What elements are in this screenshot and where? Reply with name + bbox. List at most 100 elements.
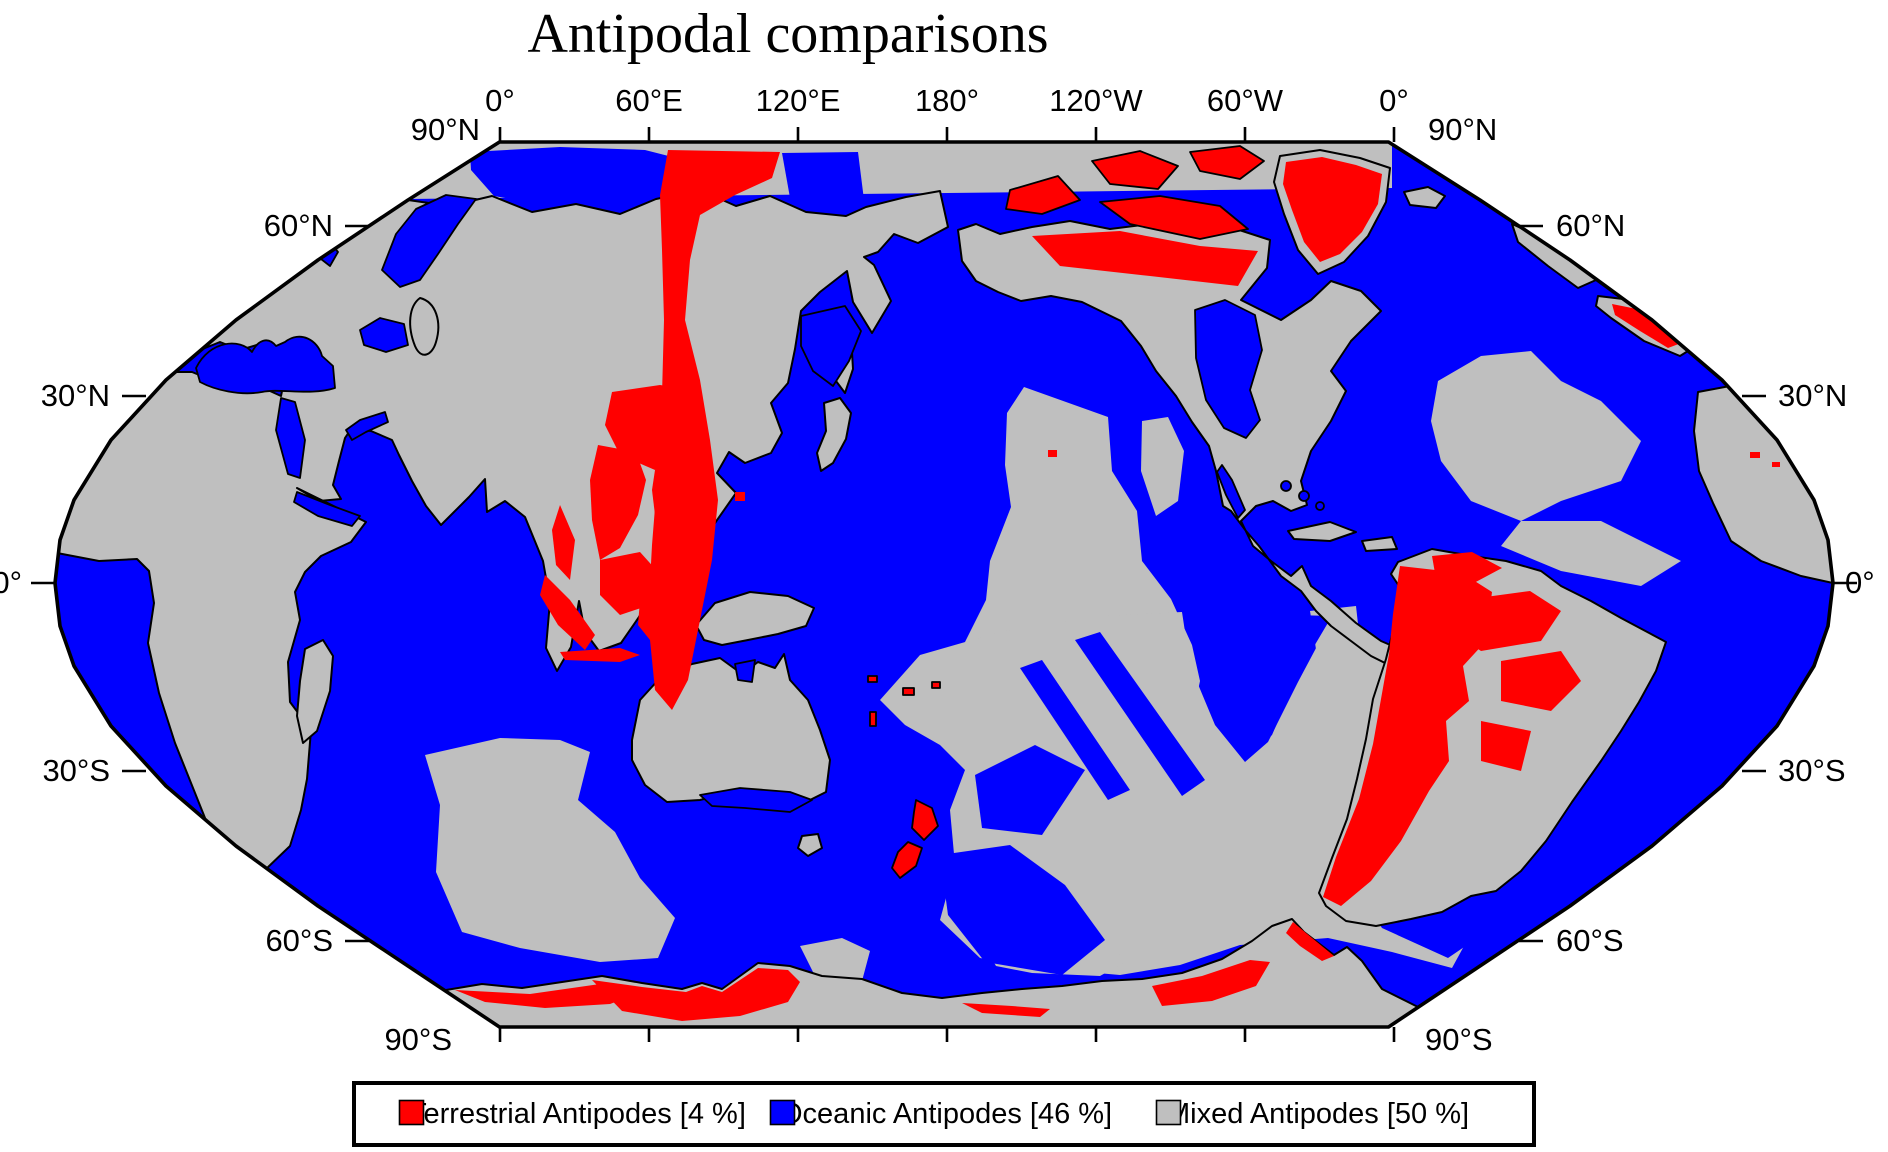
tasmania bbox=[797, 833, 823, 857]
legend-swatch-oceanic-icon bbox=[769, 1099, 796, 1126]
lat-label-left-90n: 90°N bbox=[410, 112, 480, 147]
lon-label-0b: 0° bbox=[1379, 83, 1409, 118]
lon-label-60e: 60°E bbox=[615, 83, 683, 118]
legend-item-oceanic: Oceanic Antipodes [46 %] bbox=[769, 1097, 1113, 1130]
red-fiji bbox=[902, 687, 915, 696]
lat-label-left-90s: 90°S bbox=[384, 1022, 452, 1057]
lat-label-left-0: 0° bbox=[0, 565, 22, 600]
gulf-of-carpentaria bbox=[734, 659, 756, 683]
gulf-of-california bbox=[1216, 464, 1246, 519]
legend-item-mixed: Mixed Antipodes [50 %] bbox=[1155, 1097, 1470, 1130]
black-sea bbox=[359, 317, 409, 353]
red-sea bbox=[275, 397, 306, 479]
red-andes bbox=[1323, 566, 1492, 906]
great-lake bbox=[1280, 480, 1292, 492]
red-indochina bbox=[590, 445, 646, 560]
great-lake bbox=[1315, 501, 1325, 511]
red-amazon bbox=[1481, 721, 1531, 771]
caspian-sea-outline bbox=[409, 297, 440, 356]
red-speck-africa bbox=[203, 870, 212, 876]
hispaniola bbox=[1361, 536, 1398, 552]
lat-label-right-30s: 30°S bbox=[1778, 753, 1846, 788]
legend-label-terrestrial: Terrestrial Antipodes [4 %] bbox=[409, 1097, 746, 1130]
lat-label-right-60n: 60°N bbox=[1556, 208, 1626, 243]
lon-label-120w: 120°W bbox=[1049, 83, 1143, 118]
red-philippines bbox=[652, 462, 692, 535]
map-frame bbox=[53, 140, 1835, 1029]
lat-label-right-0: 0° bbox=[1845, 565, 1875, 600]
lat-label-right-30n: 30°N bbox=[1778, 378, 1848, 413]
japan bbox=[816, 397, 852, 472]
mixed-swatch bbox=[1155, 1099, 1182, 1126]
red-antarctic-peninsula bbox=[1286, 922, 1334, 961]
red-east-china bbox=[605, 385, 700, 470]
iceland bbox=[1403, 186, 1446, 209]
red-north-america-arctic bbox=[1032, 231, 1258, 286]
red-amazon bbox=[1451, 591, 1561, 651]
mediterranean-sea bbox=[195, 335, 336, 395]
red-hawaii bbox=[1048, 450, 1057, 457]
legend-swatch-terrestrial-icon bbox=[398, 1099, 425, 1126]
red-antarctica bbox=[1152, 960, 1270, 1006]
red-new-caledonia bbox=[869, 711, 877, 727]
lat-label-right-60s: 60°S bbox=[1556, 923, 1624, 958]
tick-marks bbox=[31, 127, 1857, 1042]
red-speck-wafrica bbox=[1750, 452, 1760, 458]
legend-label-mixed: Mixed Antipodes [50 %] bbox=[1166, 1097, 1470, 1130]
persian-gulf bbox=[345, 411, 389, 441]
lat-label-left-60s: 60°S bbox=[265, 923, 333, 958]
red-nw-iberia bbox=[1612, 304, 1684, 348]
red-antarctica bbox=[962, 1003, 1050, 1017]
legend-item-terrestrial: Terrestrial Antipodes [4 %] bbox=[398, 1097, 746, 1130]
lat-label-right-90s: 90°S bbox=[1425, 1022, 1493, 1057]
red-amazon bbox=[1501, 651, 1581, 711]
red-speck-wafrica bbox=[1772, 462, 1780, 467]
red-venezuela bbox=[1432, 552, 1502, 584]
red-new-zealand-south bbox=[891, 841, 923, 879]
cuba bbox=[1287, 521, 1357, 542]
lon-label-180: 180° bbox=[914, 83, 980, 118]
lat-label-right-90n: 90°N bbox=[1428, 112, 1498, 147]
legend bbox=[352, 1081, 1536, 1147]
red-greenland bbox=[1283, 157, 1382, 262]
oceanic-swatch bbox=[769, 1099, 796, 1126]
norwegian-sea bbox=[381, 194, 477, 288]
legend-swatch-mixed-icon bbox=[1155, 1099, 1182, 1126]
north-america bbox=[957, 220, 1403, 667]
red-antarctica bbox=[455, 984, 648, 1008]
red-new-zealand-north bbox=[911, 799, 939, 841]
figure-title: Antipodal comparisons bbox=[527, 3, 1049, 65]
red-antarctica bbox=[592, 968, 800, 1021]
red-vanuatu bbox=[867, 675, 878, 683]
red-java bbox=[560, 648, 640, 662]
sea-of-okhotsk bbox=[800, 305, 862, 387]
red-arctic-island bbox=[1005, 175, 1081, 215]
lat-label-left-30n: 30°N bbox=[40, 378, 110, 413]
red-siberia-china-band bbox=[648, 150, 780, 710]
terrestrial-regions bbox=[203, 145, 1780, 1021]
lon-label-60w: 60°W bbox=[1206, 83, 1284, 118]
legend-label-oceanic: Oceanic Antipodes [46 %] bbox=[780, 1097, 1113, 1130]
red-fiji bbox=[931, 681, 941, 689]
new-guinea bbox=[695, 591, 815, 646]
red-malay bbox=[552, 505, 575, 580]
hudson-bay bbox=[1194, 299, 1263, 439]
red-arctic-island bbox=[1189, 145, 1265, 180]
madagascar bbox=[296, 639, 334, 744]
red-sumatra bbox=[540, 575, 595, 650]
lat-label-left-60n: 60°N bbox=[263, 208, 333, 243]
red-taiwan bbox=[735, 492, 745, 501]
terrestrial-swatch bbox=[398, 1099, 425, 1126]
red-arctic-island bbox=[1091, 150, 1179, 190]
lon-label-0: 0° bbox=[485, 83, 515, 118]
great-australian-bight bbox=[699, 787, 813, 813]
lat-label-left-30s: 30°S bbox=[42, 753, 110, 788]
lon-label-120e: 120°E bbox=[755, 83, 841, 118]
great-lake bbox=[1298, 490, 1310, 502]
red-arctic-island bbox=[1099, 195, 1249, 240]
gulf-of-aden bbox=[293, 491, 361, 527]
red-sulawesi bbox=[638, 595, 668, 640]
